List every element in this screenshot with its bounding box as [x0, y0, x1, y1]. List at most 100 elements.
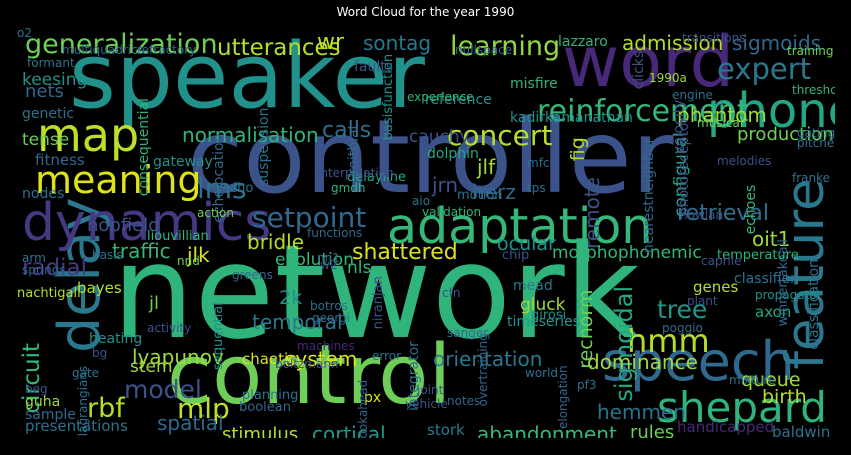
- word-1990a: 1990a: [649, 71, 687, 85]
- word-o2: o2: [17, 27, 32, 40]
- word-elongation: elongation: [556, 365, 570, 429]
- word-cloud: network controller speaker control word delay…: [17, 27, 835, 438]
- word-greens: greens: [232, 268, 273, 282]
- word-genetic: genetic: [22, 106, 75, 122]
- word-nnd: nnd: [177, 254, 200, 268]
- word-shattered: shattered: [352, 240, 458, 265]
- word-map: map: [37, 108, 140, 162]
- word-activity: activity: [147, 321, 192, 335]
- word-multiquadrics: multiquadrics: [62, 43, 144, 57]
- word-stimulus: stimulus: [222, 424, 299, 439]
- word-wr: wr: [317, 30, 345, 55]
- word-pitches: pitches: [797, 136, 835, 150]
- word-evolution: evolution: [275, 250, 354, 270]
- word-transitions: transitions: [682, 31, 746, 45]
- word-basis: basis: [92, 248, 123, 262]
- word-orientation: orientation: [433, 347, 543, 371]
- word-action: action: [197, 206, 234, 220]
- word-engine: engine: [672, 88, 713, 102]
- word-dominance: dominance: [587, 350, 698, 374]
- word-temperature: temperature: [717, 248, 799, 263]
- word-radial: radial: [22, 255, 88, 281]
- word-px: px: [364, 390, 382, 406]
- word-controller: controller: [187, 98, 674, 217]
- word-propagator: propagator: [755, 288, 822, 302]
- word-gating: gating: [797, 126, 835, 140]
- word-caprile: caprile: [701, 254, 742, 268]
- word-word: word: [562, 27, 735, 103]
- word-nets: nets: [25, 81, 64, 102]
- word-error: error: [372, 349, 402, 363]
- word-lms: lms: [197, 172, 247, 205]
- word-tense: tense: [22, 130, 70, 150]
- word-retrieval: retrieval: [677, 201, 770, 226]
- word-franke: franke: [792, 171, 831, 185]
- word-abandonment: abandonment: [477, 422, 617, 438]
- word-interpolation: interpolation: [317, 166, 394, 180]
- word-gmdh: gmdh: [331, 181, 366, 195]
- word-jrn: jrn: [432, 173, 459, 197]
- word-learning: learning: [450, 31, 561, 62]
- word-pf3: pf3: [577, 378, 597, 392]
- word-mead: mead: [513, 278, 553, 294]
- word-remote: remote: [580, 177, 604, 249]
- word-traffic: traffic: [112, 239, 171, 263]
- word-echoes: echoes: [743, 184, 759, 235]
- word-joint: joint: [417, 383, 444, 397]
- word-cauchy: cauchy: [409, 127, 470, 147]
- word-bayes: bayes: [77, 279, 122, 297]
- word-formant: formant: [27, 56, 75, 70]
- word-nls: nls: [347, 258, 372, 278]
- word-tree: tree: [657, 295, 708, 324]
- word-georgi: georgi: [312, 311, 351, 325]
- word-rules: rules: [630, 422, 675, 439]
- word-validation: validation: [422, 205, 482, 219]
- word-tps: tps: [527, 181, 546, 195]
- word-lookahead: lookahead: [356, 379, 370, 438]
- word-network: network: [112, 216, 640, 368]
- word-notes: notes: [447, 394, 481, 408]
- word-nodes: nodes: [22, 186, 65, 202]
- word-system: system: [285, 347, 358, 371]
- word-fitness: fitness: [35, 151, 85, 169]
- word-calls: calls: [322, 118, 372, 143]
- word-world: world: [525, 366, 559, 380]
- word-production: production: [737, 124, 834, 145]
- word-kadirkamanathan: kadirkamanathan: [510, 110, 633, 126]
- word-delayline: delayline: [347, 170, 406, 185]
- word-suspension: suspension: [256, 107, 272, 186]
- word-birth: birth: [762, 386, 807, 408]
- word-guha: guha: [25, 394, 61, 410]
- word-adaptation: adaptation: [387, 198, 653, 255]
- word-threshold: threshold: [792, 83, 835, 97]
- word-temporal: temporal: [252, 310, 343, 334]
- word-concert: concert: [447, 119, 553, 152]
- word-spatial: spatial: [157, 411, 224, 435]
- word-motion: motion: [457, 188, 503, 203]
- word-jlk: jlk: [187, 243, 210, 267]
- word-ocular: ocular: [497, 233, 556, 255]
- word-generalization: generalization: [25, 29, 218, 60]
- word-springs: springs: [22, 263, 66, 277]
- word-nachtigall: nachtigall: [17, 286, 81, 301]
- word-planning: planning: [242, 388, 299, 403]
- word-lazzaro: lazzaro: [558, 34, 608, 50]
- word-bg: bg: [92, 346, 108, 360]
- word-beg: beg: [25, 382, 48, 396]
- word-2k: 2k: [279, 287, 303, 309]
- word-boltzmann: boltzmann: [275, 357, 339, 371]
- word-cfn: cfn: [442, 286, 461, 300]
- word-hmm: hmm: [627, 322, 710, 360]
- word-consequential: consequential: [136, 98, 152, 197]
- word-botros: botros: [310, 299, 348, 313]
- word-machines: machines: [297, 339, 355, 353]
- word-faults: faults: [354, 59, 394, 75]
- word-chaotic: chaotic: [242, 350, 297, 368]
- word-plant: plant: [687, 294, 718, 308]
- word-arm: arm: [22, 251, 46, 265]
- word-normalisation: normalisation: [182, 123, 319, 147]
- word-stork: stork: [427, 421, 465, 438]
- word-model: model: [124, 375, 202, 404]
- word-gluck: gluck: [520, 295, 566, 315]
- word-niranjan: niranjan: [371, 276, 386, 330]
